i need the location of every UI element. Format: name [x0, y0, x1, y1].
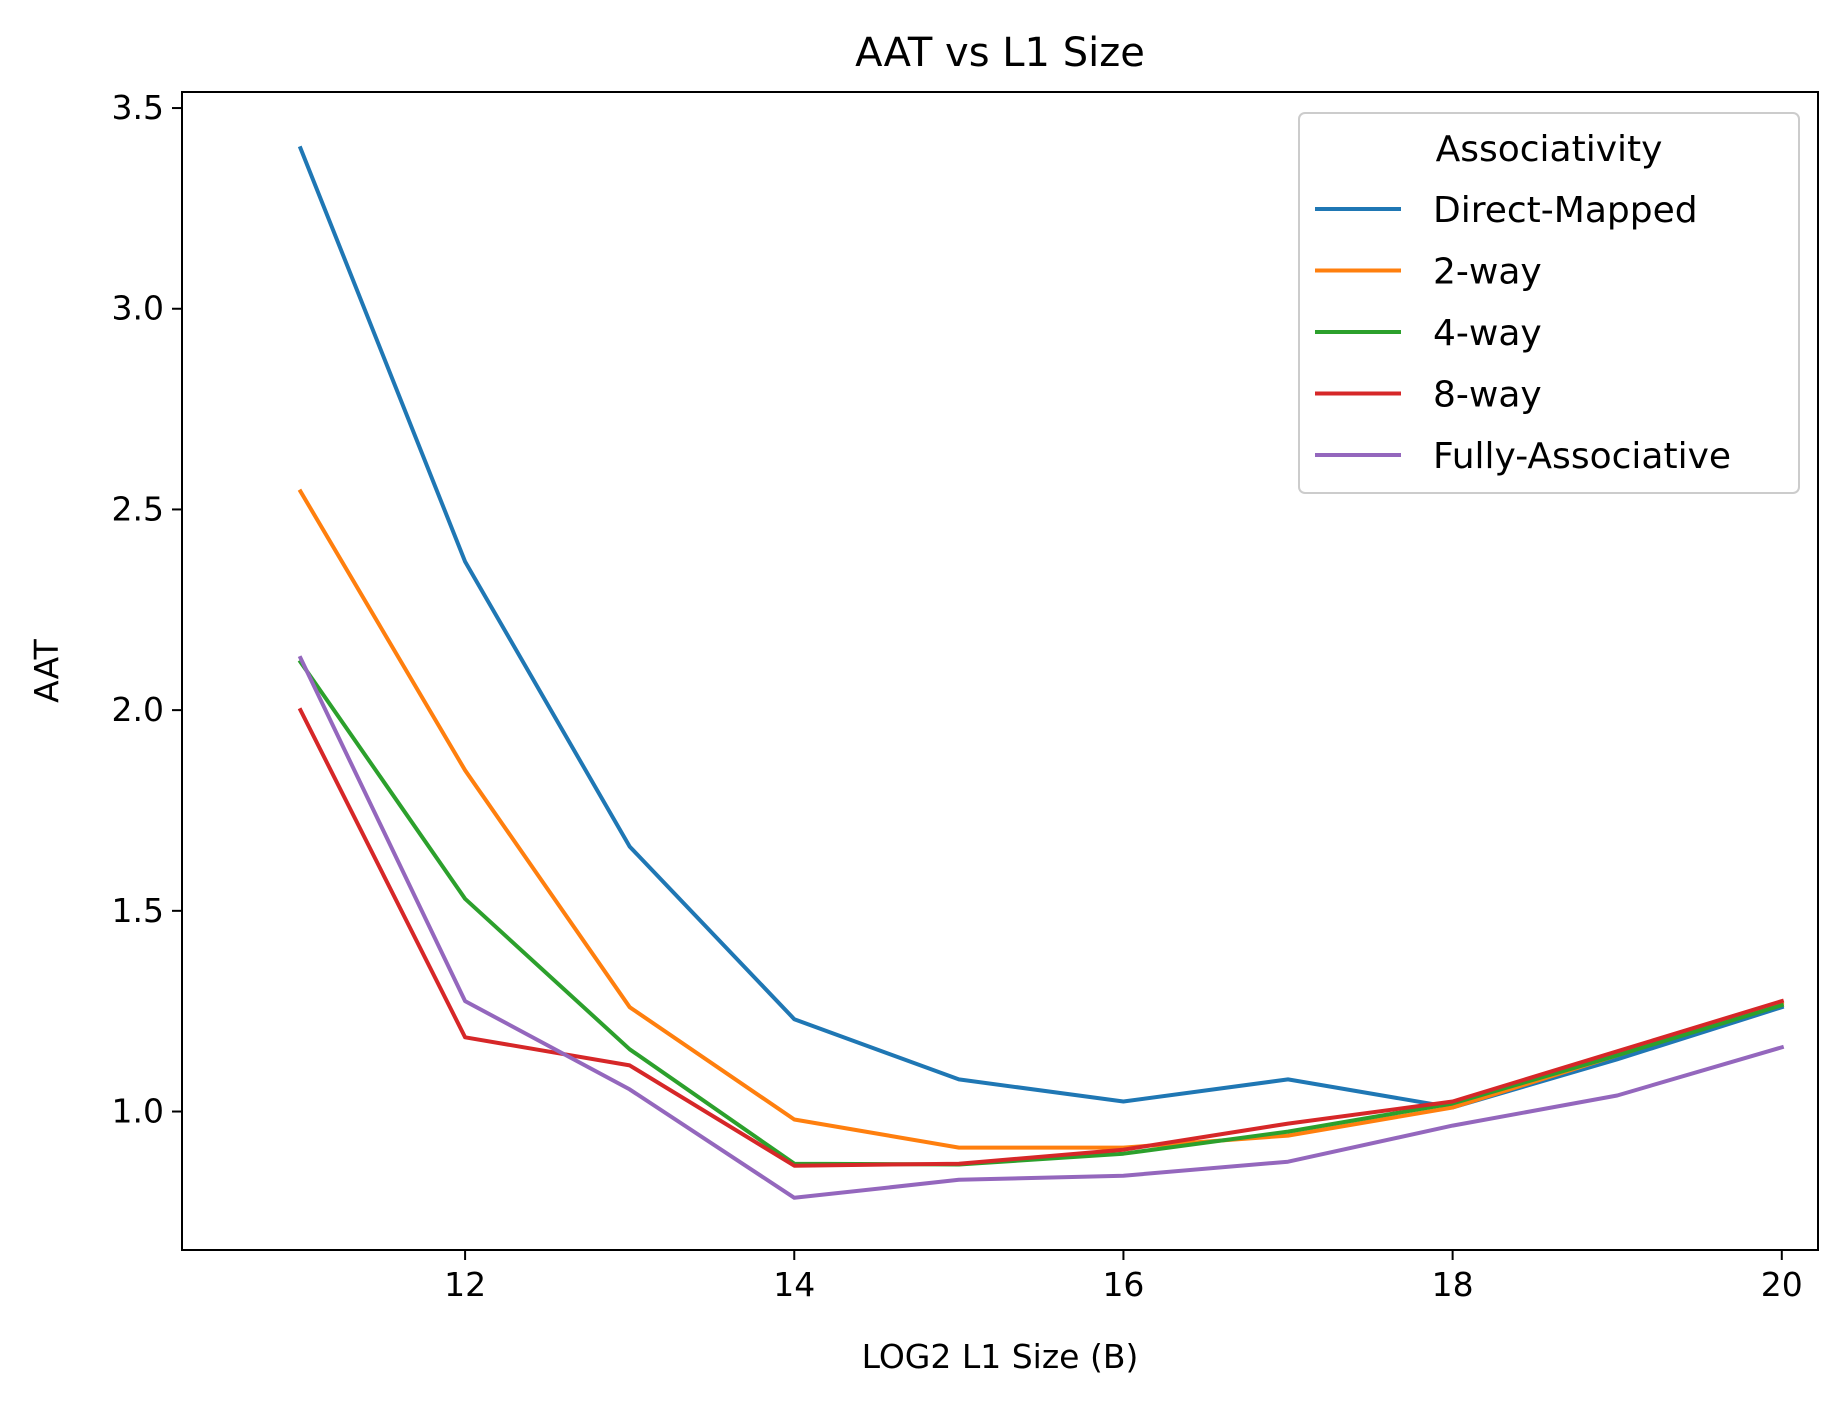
series-line-3: [297, 707, 1785, 1168]
legend-label-4: Fully-Associative: [1433, 436, 1731, 477]
legend-label-1: 2-way: [1433, 252, 1542, 293]
legend-label-0: Direct-Mapped: [1433, 190, 1698, 231]
y-tick-label: 1.0: [112, 1092, 164, 1131]
y-axis: 1.0 1.5 2.0 2.5 3.0 3.5: [112, 88, 182, 1131]
y-tick-label: 2.5: [112, 489, 164, 528]
x-axis: 12 14 16 18 20: [444, 1250, 1803, 1304]
x-tick-label: 20: [1761, 1265, 1803, 1304]
x-axis-label: LOG2 L1 Size (B): [862, 1337, 1139, 1376]
x-tick-label: 12: [444, 1265, 486, 1304]
series-line-1: [297, 488, 1785, 1150]
y-tick-label: 3.5: [112, 88, 164, 127]
legend: Associativity Direct-Mapped 2-way 4-way 8-w…: [1298, 112, 1800, 494]
y-tick-label: 2.0: [112, 690, 164, 729]
x-tick-label: 16: [1102, 1265, 1144, 1304]
y-tick-label: 3.0: [112, 289, 164, 328]
y-axis-label: AAT: [27, 638, 66, 703]
legend-title: Associativity: [1436, 129, 1663, 170]
legend-box: [1298, 112, 1800, 494]
legend-label-3: 8-way: [1433, 375, 1542, 416]
chart-title: AAT vs L1 Size: [855, 30, 1145, 76]
series-layer: [297, 145, 1785, 1200]
y-tick-label: 1.5: [112, 891, 164, 930]
series-line-4: [297, 655, 1785, 1200]
legend-entries: Direct-Mapped 2-way 4-way 8-way Fully-Associ…: [1315, 190, 1731, 477]
legend-label-2: 4-way: [1433, 313, 1542, 354]
x-tick-label: 14: [773, 1265, 815, 1304]
x-tick-label: 18: [1432, 1265, 1474, 1304]
series-line-2: [297, 659, 1785, 1167]
plot-area-frame: [181, 91, 1819, 1251]
